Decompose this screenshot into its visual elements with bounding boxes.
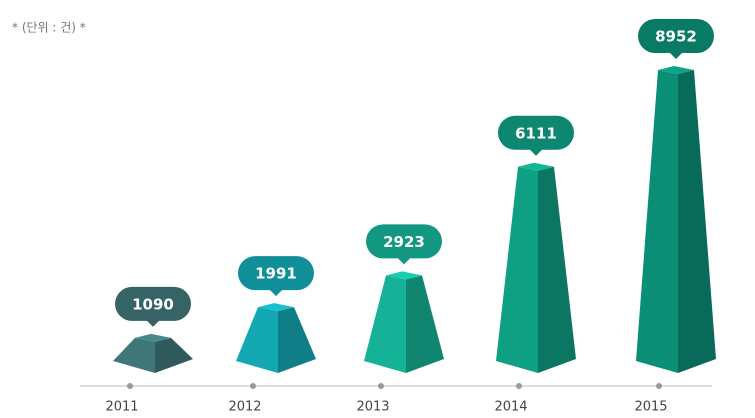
value-bubble-pointer — [397, 257, 411, 265]
x-tick-label: 2014 — [494, 400, 527, 415]
value-label: 6111 — [515, 124, 557, 142]
value-label: 2923 — [383, 233, 425, 251]
axis-dot — [656, 383, 662, 389]
value-bubble — [638, 19, 714, 53]
bar-left-face — [364, 275, 406, 373]
bar-top-face — [258, 303, 294, 312]
bar — [496, 162, 576, 373]
bar-right-face — [155, 337, 193, 373]
bar-right-face — [678, 70, 716, 373]
bar — [636, 66, 716, 373]
bar — [113, 333, 193, 373]
unit-note: * (단위 : 건) * — [12, 21, 86, 35]
bar — [364, 271, 444, 373]
value-bubble-pointer — [146, 319, 160, 327]
bar-left-face — [236, 307, 278, 373]
value-bubble — [238, 256, 314, 291]
axis-dot — [127, 383, 133, 389]
x-tick-label: 2012 — [228, 400, 261, 415]
bar-right-face — [538, 166, 576, 373]
value-label: 1090 — [132, 295, 174, 313]
value-bubble-pointer — [269, 289, 283, 297]
bar-top-face — [135, 333, 171, 342]
bar-right-face — [406, 275, 444, 373]
value-bubble — [366, 224, 442, 259]
bar-left-face — [496, 166, 538, 373]
bar — [236, 303, 316, 373]
value-label: 8952 — [655, 28, 697, 46]
axis-dot — [250, 383, 256, 389]
bar-left-face — [636, 70, 678, 373]
value-bubble — [498, 115, 574, 150]
value-label: 1991 — [255, 265, 297, 283]
bar-top-face — [658, 66, 694, 74]
value-bubble — [115, 286, 191, 321]
bar-top-face — [518, 162, 554, 171]
x-tick-label: 2015 — [634, 400, 667, 415]
axis-dot — [516, 383, 522, 389]
value-bubble-pointer — [529, 148, 543, 156]
x-tick-label: 2013 — [356, 400, 389, 415]
bar-left-face — [113, 337, 155, 373]
bar-right-face — [278, 307, 316, 373]
x-tick-label: 2011 — [105, 400, 138, 415]
axis-dot — [378, 383, 384, 389]
value-bubble-pointer — [669, 52, 683, 59]
bar-top-face — [386, 271, 422, 280]
